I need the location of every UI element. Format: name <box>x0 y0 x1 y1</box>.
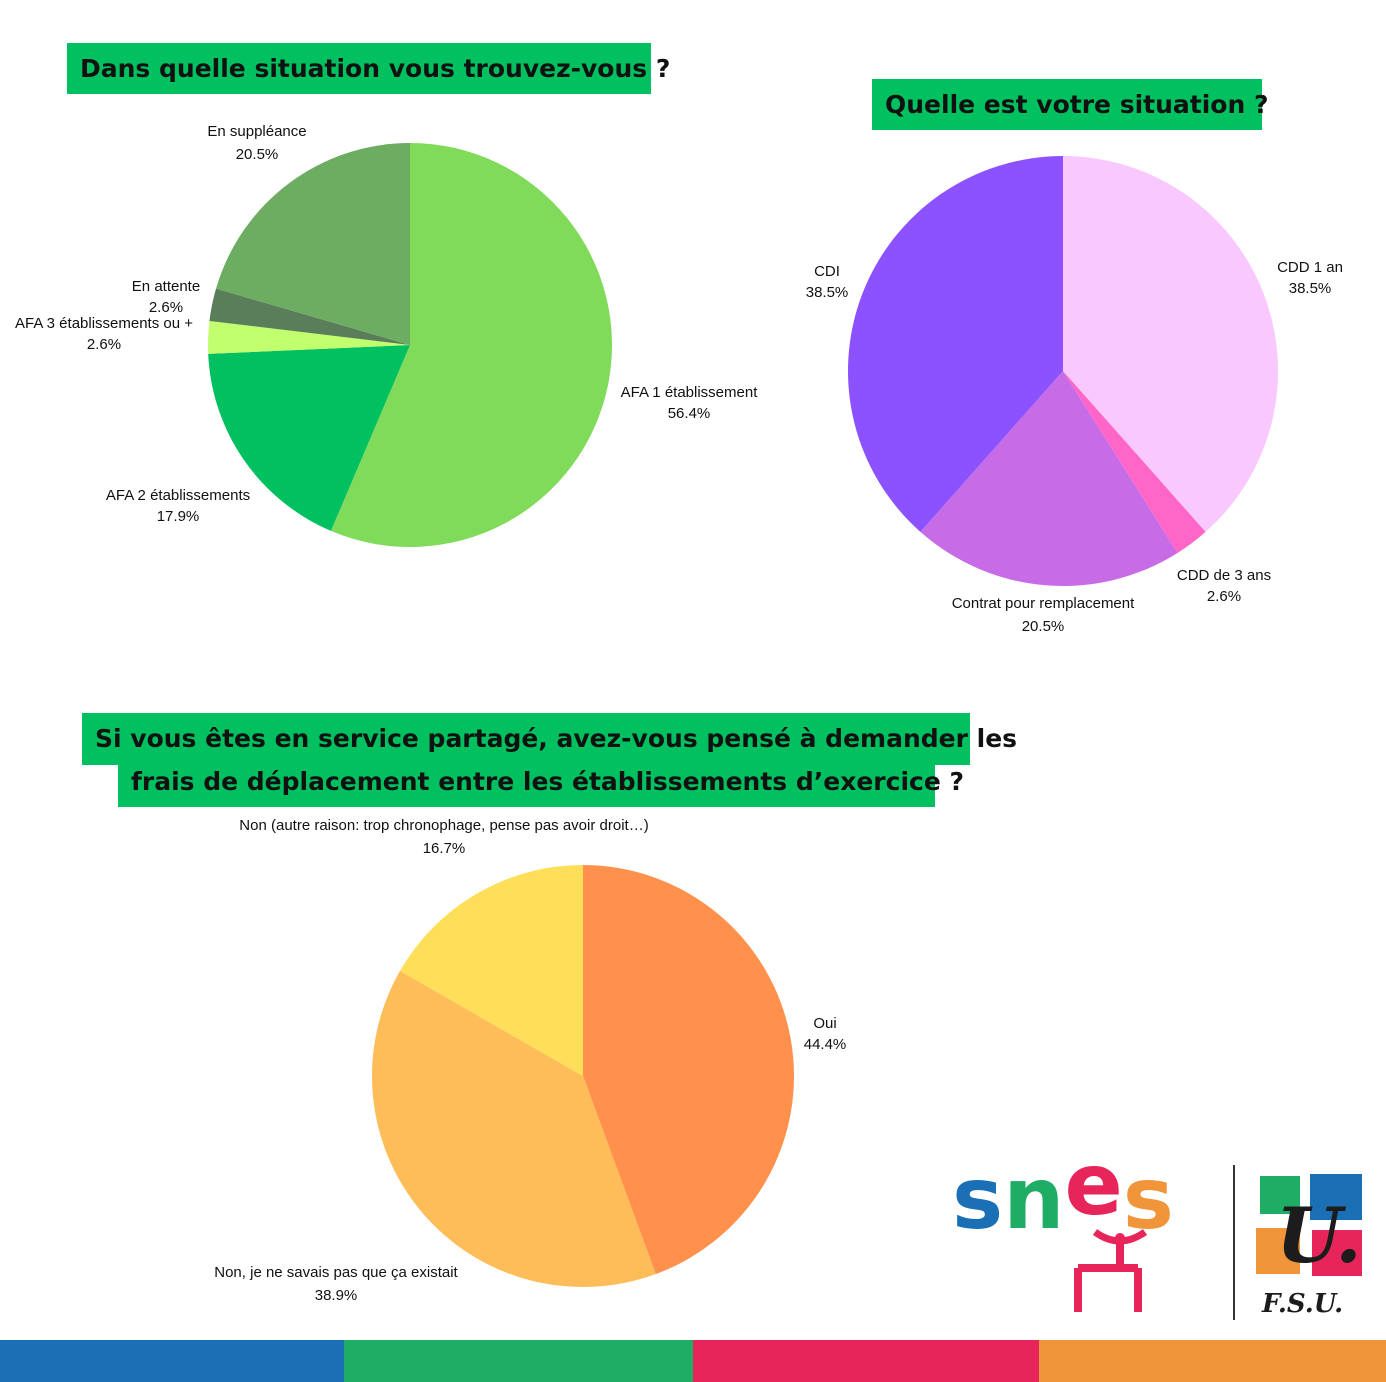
pie-slice-2 <box>1063 371 1206 553</box>
pie-slice-5 <box>216 143 410 345</box>
snes-wordmark: snes <box>952 1140 1174 1249</box>
chart3-title-line1: Si vous êtes en service partagé, avez-vo… <box>82 713 1017 765</box>
slice-label: AFA 2 établissements 17.9% <box>105 487 251 525</box>
pie-slice-3 <box>920 371 1178 586</box>
slice-label: CDD 1 an 38.5% <box>1277 259 1343 297</box>
slice-label: CDD de 3 ans 2.6% <box>1176 567 1272 605</box>
pie-chart-contract <box>848 156 1279 586</box>
pie-chart-travel-costs <box>372 865 795 1288</box>
snes-fsu-logo: snes U. F.S.U. <box>952 1140 1362 1320</box>
slice-label: Oui 44.4% <box>803 1015 847 1053</box>
slice-label: AFA 1 établissement 56.4% <box>620 384 758 422</box>
footer-bar-green <box>344 1340 693 1382</box>
footer-bar-blue <box>0 1340 344 1382</box>
slice-label: Non, je ne savais pas que ça existait 38.… <box>214 1264 458 1304</box>
fsu-text: F.S.U. <box>1261 1289 1343 1319</box>
slice-label: En attente 2.6% <box>131 278 201 316</box>
footer-color-bar <box>0 1340 1386 1382</box>
pie-chart-situation <box>207 143 612 547</box>
chart3-title-line2: frais de déplacement entre les établisse… <box>118 757 964 807</box>
pie-slice-2 <box>208 345 410 531</box>
pie-slice-4 <box>848 156 1063 532</box>
fsu-emblem-letter: U. <box>1276 1191 1362 1280</box>
pie-slice-1 <box>583 865 795 1275</box>
chart2-title: Quelle est votre situation ? <box>872 79 1268 130</box>
slice-label: En suppléance 20.5% <box>207 123 307 163</box>
pie-slice-3 <box>400 865 583 1076</box>
chart1-title: Dans quelle situation vous trouvez-vous … <box>67 43 670 94</box>
footer-bar-pink <box>693 1340 1039 1382</box>
pie-slice-2 <box>372 970 656 1288</box>
slice-label: CDI 38.5% <box>805 263 849 301</box>
pie-slice-1 <box>330 143 612 547</box>
pie-slice-1 <box>1063 156 1279 532</box>
slice-label: Non (autre raison: trop chronophage, pen… <box>239 817 649 857</box>
slice-label: Contrat pour remplacement 20.5% <box>951 595 1135 635</box>
pie-slice-4 <box>209 288 410 345</box>
slice-label: AFA 3 établissements ou +2.6% <box>14 315 194 353</box>
pie-slice-3 <box>207 320 410 354</box>
footer-bar-orange <box>1039 1340 1386 1382</box>
